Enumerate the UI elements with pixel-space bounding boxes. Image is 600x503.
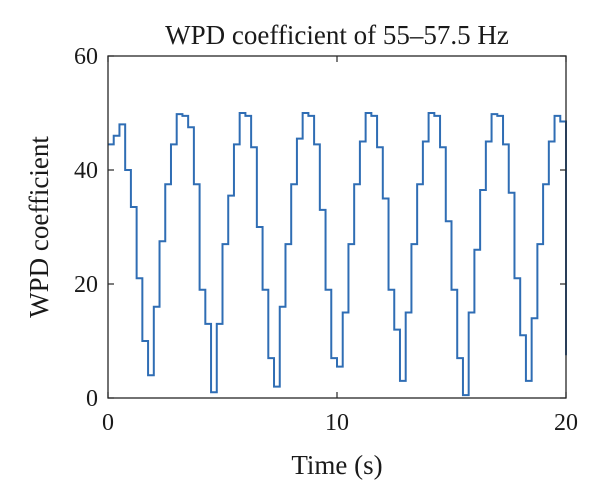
- y-tick-label: 20: [74, 272, 98, 298]
- series-line: [108, 112, 567, 397]
- x-tick-label: 10: [325, 410, 349, 436]
- x-tick-label: 20: [554, 410, 578, 436]
- plot-area: [107, 55, 567, 399]
- y-tick-label: 0: [86, 386, 98, 412]
- y-tick-label: 60: [74, 44, 98, 70]
- chart-title: WPD coefficient of 55–57.5 Hz: [165, 20, 509, 50]
- x-axis-label: Time (s): [291, 450, 382, 480]
- y-tick-label: 40: [74, 158, 98, 184]
- x-tick-label: 0: [102, 410, 114, 436]
- y-axis-label: WPD coefficient: [24, 136, 54, 318]
- plot-frame: [107, 55, 567, 399]
- axis-ticks: 0 10 20 0 20 40 60: [74, 44, 578, 436]
